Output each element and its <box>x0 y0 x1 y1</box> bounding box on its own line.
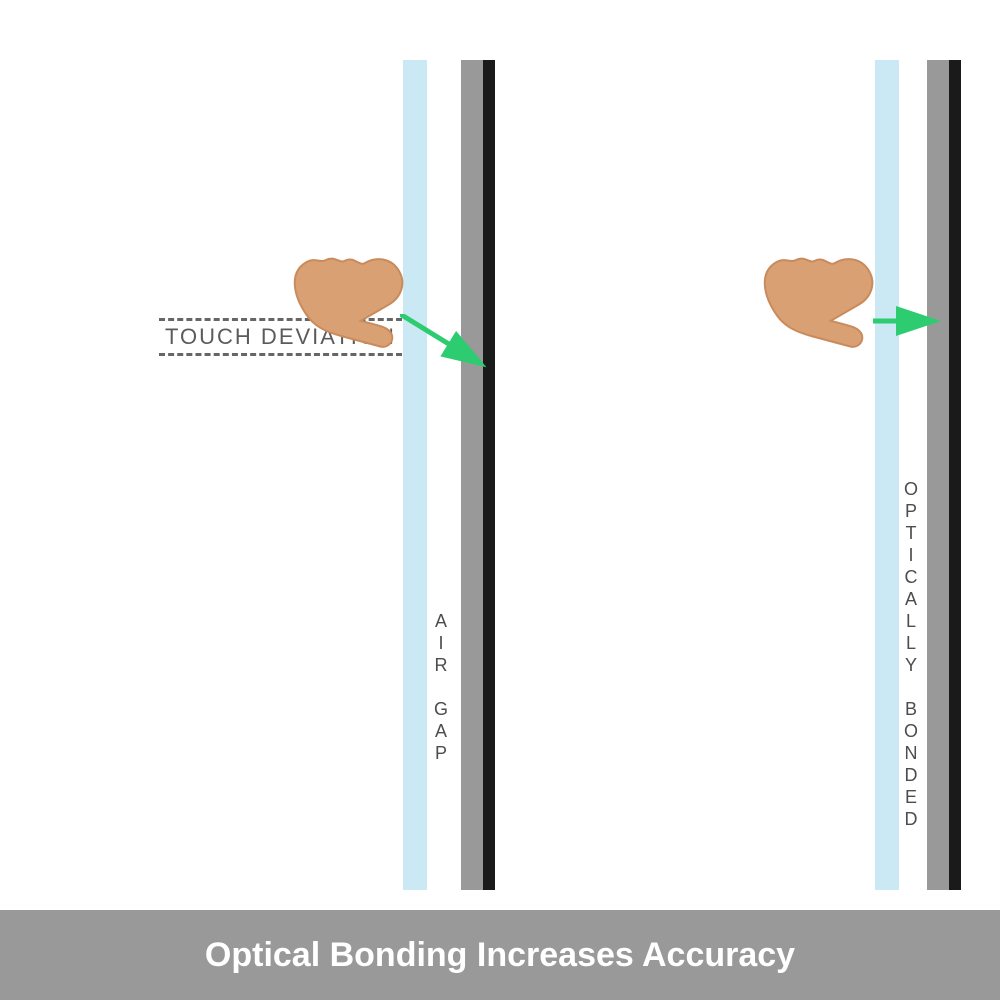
air-gap-label: A I R G A P <box>428 610 456 764</box>
accurate-arrow <box>873 306 948 336</box>
right-glass-layer <box>875 60 899 890</box>
caption-bar: Optical Bonding Increases Accuracy <box>0 910 1000 1000</box>
right-screen-edge <box>949 60 961 890</box>
right-lcd-layer <box>927 60 949 890</box>
caption-text: Optical Bonding Increases Accuracy <box>205 936 795 975</box>
left-lcd-layer <box>461 60 483 890</box>
deviation-arrow <box>400 314 490 374</box>
optically-bonded-label: O P T I C A L L Y B O N D E D <box>898 478 926 830</box>
left-screen-edge <box>483 60 495 890</box>
left-glass-layer <box>403 60 427 890</box>
left-air-gap <box>427 60 461 890</box>
